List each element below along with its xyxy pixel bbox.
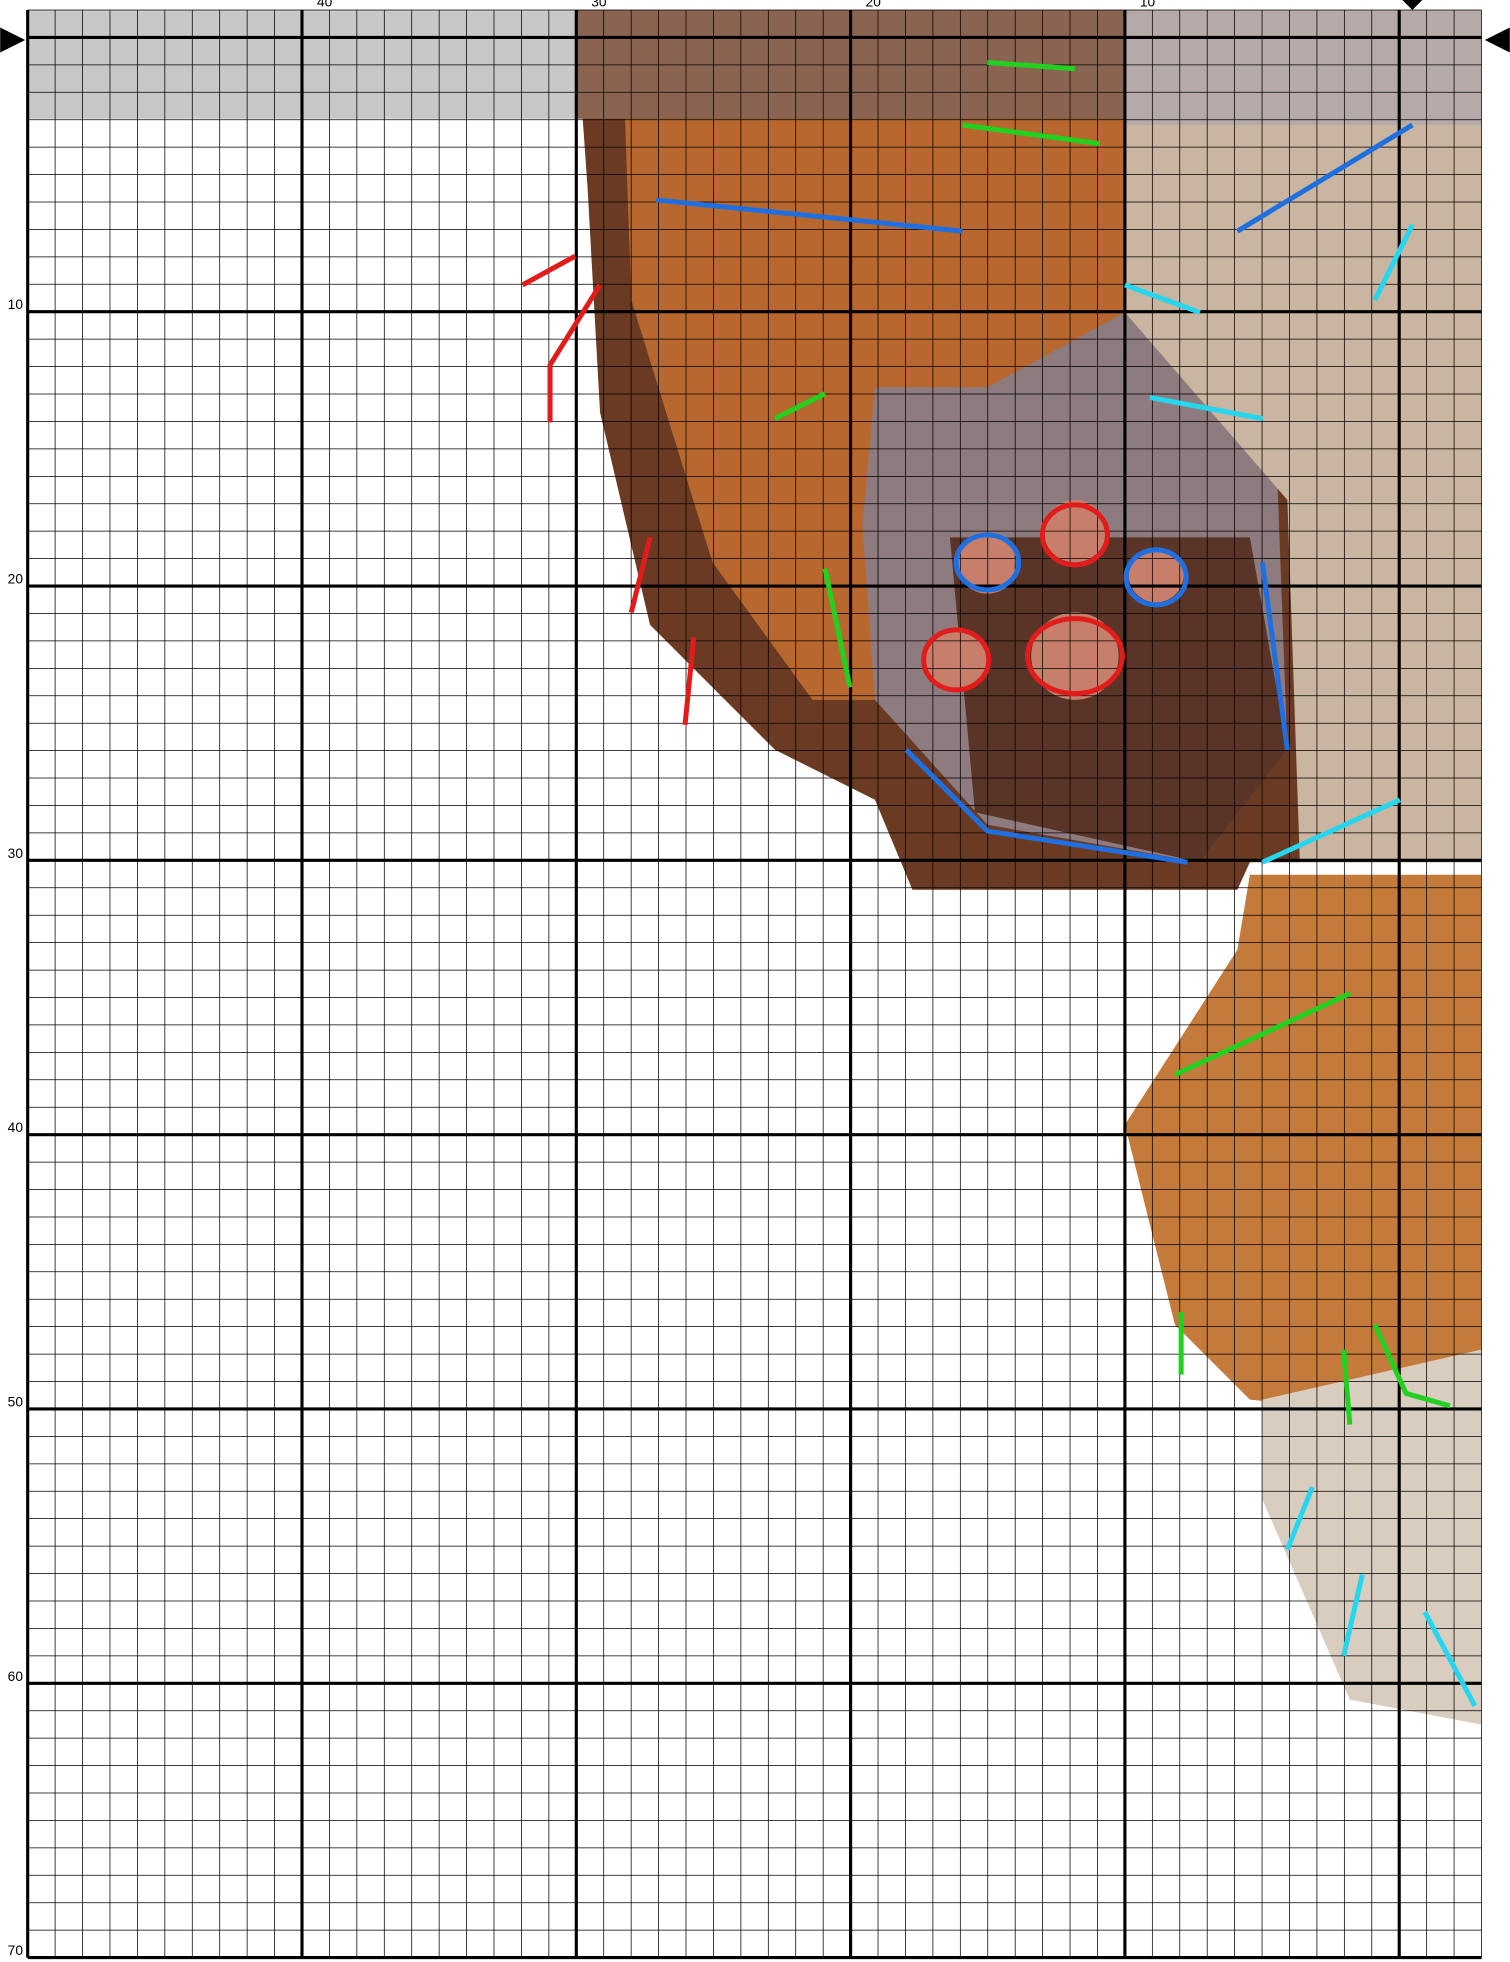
highlight-spot <box>1128 547 1184 603</box>
grid <box>26 9 1482 1960</box>
row-label: 70 <box>8 1943 24 1958</box>
stitch-regions <box>575 9 1482 1725</box>
row-label: 20 <box>8 572 24 587</box>
backstitch <box>1024 616 1125 697</box>
backstitch <box>1236 122 1414 234</box>
backstitch <box>1261 797 1401 865</box>
backstitch <box>822 568 853 688</box>
backstitch <box>953 532 1022 593</box>
backstitch <box>1372 223 1415 302</box>
backstitch <box>962 122 1101 147</box>
column-label: 10 <box>1140 0 1156 9</box>
row-label: 10 <box>8 297 24 312</box>
beige-area <box>1124 118 1482 863</box>
column-label: 20 <box>866 0 882 9</box>
center-arrow <box>1484 27 1510 53</box>
row-label: 50 <box>8 1394 24 1409</box>
backstitch <box>628 536 653 613</box>
row-label: 60 <box>8 1669 24 1684</box>
row-label: 30 <box>8 846 24 861</box>
row-label: 40 <box>8 1120 24 1135</box>
backstitch <box>773 391 827 421</box>
backstitch <box>1149 394 1263 422</box>
backstitch <box>1422 1610 1478 1707</box>
backstitch <box>682 637 697 726</box>
backstitch <box>547 283 603 423</box>
backstitch <box>656 197 963 234</box>
center-arrow <box>1402 0 1423 10</box>
highlight-spot <box>1031 612 1119 700</box>
highlight-spot <box>924 628 988 692</box>
backstitch <box>1124 282 1201 315</box>
backstitch <box>1173 991 1351 1077</box>
backstitch-lines <box>521 59 1478 1707</box>
backstitch <box>1285 1486 1315 1551</box>
backstitch <box>1372 1323 1451 1409</box>
backstitch <box>987 59 1076 72</box>
dark-center-area <box>949 537 1288 863</box>
backstitch <box>1259 562 1290 751</box>
backstitch <box>521 253 577 288</box>
backstitch <box>904 748 1188 865</box>
backstitch <box>1039 502 1110 568</box>
backstitch <box>1341 1349 1353 1425</box>
column-label: 40 <box>317 0 333 9</box>
backstitch <box>1341 1574 1365 1657</box>
backstitch <box>1123 547 1189 608</box>
center-arrow <box>0 27 26 53</box>
light-gray-area <box>1124 9 1482 125</box>
column-label: 30 <box>591 0 607 9</box>
backstitch <box>921 627 992 693</box>
lower-orange-area <box>1124 874 1482 1413</box>
